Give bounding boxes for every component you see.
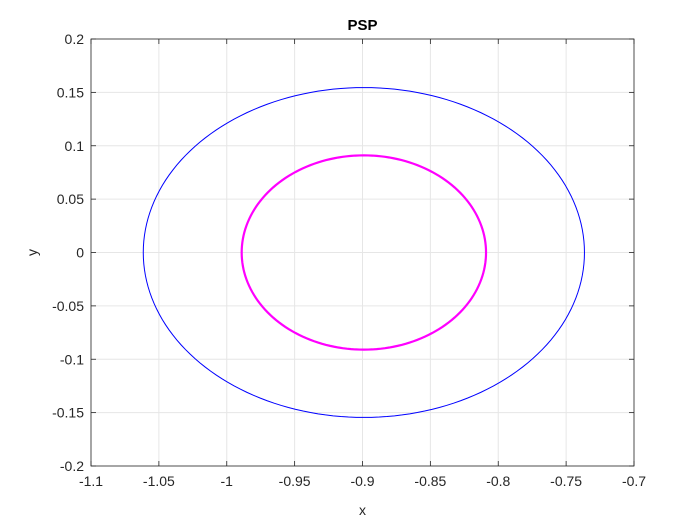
x-tick-label: -0.8 — [486, 473, 510, 489]
y-tick-label: -0.1 — [60, 351, 84, 367]
y-tick-label: 0.2 — [65, 31, 85, 47]
x-tick-label: -1.05 — [143, 473, 175, 489]
curves — [142, 87, 585, 418]
chart-title: PSP — [347, 17, 377, 34]
x-tick-label: -1.1 — [79, 473, 103, 489]
inner-orbit-curve — [240, 154, 488, 351]
y-tick-label: 0 — [76, 245, 84, 261]
y-tick-label: -0.15 — [52, 405, 84, 421]
ticks — [90, 38, 635, 467]
y-axis-label: y — [24, 249, 40, 256]
x-tick-label: -0.95 — [279, 473, 311, 489]
x-tick-labels: -1.1 -1.05 -1 -0.95 -0.9 -0.85 -0.8 -0.75 -0.7 — [79, 473, 646, 489]
y-tick-label: 0.1 — [65, 138, 85, 154]
y-tick-label: 0.15 — [57, 84, 84, 100]
x-tick-label: -0.9 — [350, 473, 374, 489]
y-tick-label: -0.05 — [52, 298, 84, 314]
x-tick-label: -0.85 — [414, 473, 446, 489]
x-axis-label: x — [359, 502, 366, 518]
x-tick-label: -1 — [221, 473, 234, 489]
y-tick-label: 0.05 — [57, 191, 84, 207]
x-tick-label: -0.7 — [622, 473, 646, 489]
x-tick-label: -0.75 — [550, 473, 582, 489]
y-tick-label: -0.2 — [60, 458, 84, 474]
y-tick-labels: -0.2 -0.15 -0.1 -0.05 0 0.05 0.1 0.15 0.2 — [52, 31, 84, 474]
outer-orbit-curve — [142, 87, 585, 418]
